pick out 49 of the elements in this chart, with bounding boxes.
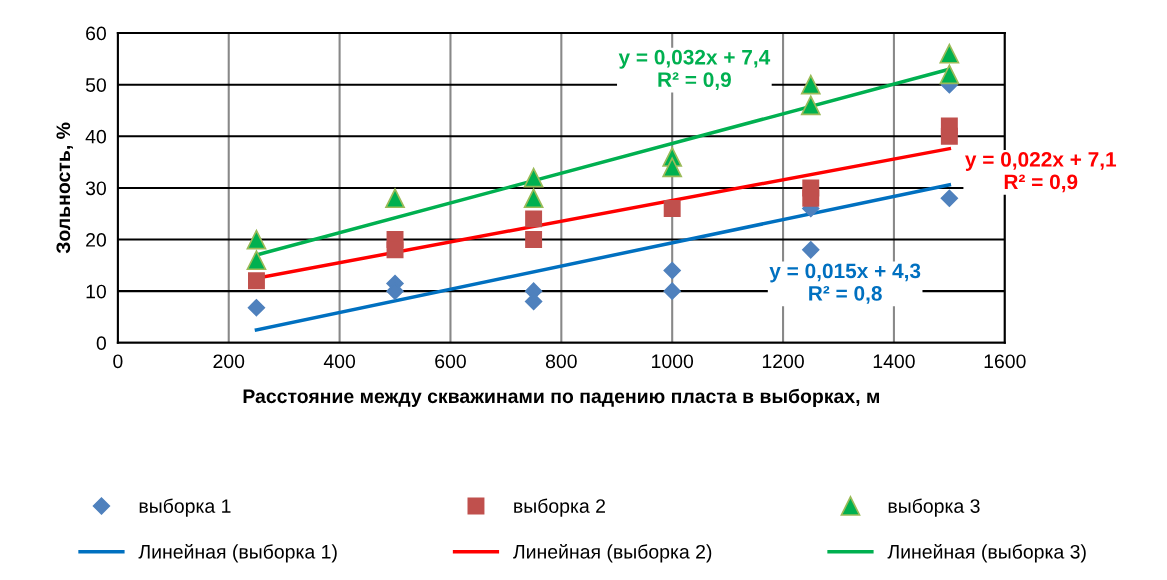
x-axis-title: Расстояние между скважинами по падению пласта в выборках, м <box>243 388 879 407</box>
legend-label: Линейная (выборка 2) <box>513 544 712 563</box>
y-axis-title: Зольность, % <box>56 122 73 254</box>
x-tick-label: 1600 <box>984 354 1026 369</box>
point <box>802 189 820 207</box>
y-tick-label: 20 <box>86 233 106 247</box>
x-tick-label: 800 <box>545 354 577 369</box>
x-tick-label: 600 <box>435 354 466 369</box>
y-tick-label: 30 <box>85 181 106 196</box>
point <box>939 43 960 64</box>
point <box>662 157 683 178</box>
legend-label: выборка 2 <box>514 498 605 517</box>
point <box>940 127 958 145</box>
point <box>940 189 959 207</box>
y-tick-label: 40 <box>85 129 106 144</box>
point <box>246 229 267 250</box>
x-tick-label: 200 <box>213 354 245 369</box>
point <box>246 250 267 271</box>
point <box>802 241 820 259</box>
point <box>939 64 960 85</box>
legend-label: выборка 1 <box>139 498 231 517</box>
x-tick-label: 0 <box>113 354 123 369</box>
y-tick-label: 60 <box>86 26 106 41</box>
point <box>523 167 544 188</box>
point <box>800 74 821 95</box>
y-tick-label: 0 <box>96 336 106 351</box>
point <box>663 200 681 218</box>
point <box>663 261 681 280</box>
point <box>385 188 405 209</box>
y-tick-label: 10 <box>86 284 106 299</box>
annotation: y = 0,022x + 7,1 R² = 0,9 <box>965 152 1117 193</box>
x-tick-label: 1000 <box>652 354 694 369</box>
point <box>525 231 543 249</box>
annotation: y = 0,032x + 7,4 R² = 0,9 <box>618 49 771 91</box>
y-tick-label: 50 <box>85 78 106 92</box>
point <box>386 241 404 259</box>
x-tick-label: 1400 <box>873 354 915 369</box>
legend-label: выборка 3 <box>888 498 980 517</box>
point <box>523 188 544 209</box>
point <box>247 298 266 317</box>
point <box>800 95 821 116</box>
annotation: y = 0,015x + 4,3 R² = 0,8 <box>769 263 921 304</box>
legend-label: Линейная (выборка 1) <box>138 544 337 563</box>
x-tick-label: 400 <box>323 354 356 369</box>
point <box>247 272 265 290</box>
x-tick-label: 1200 <box>762 354 804 369</box>
point <box>663 282 681 300</box>
legend-label: Линейная (выборка 3) <box>887 544 1086 563</box>
point <box>525 210 543 228</box>
